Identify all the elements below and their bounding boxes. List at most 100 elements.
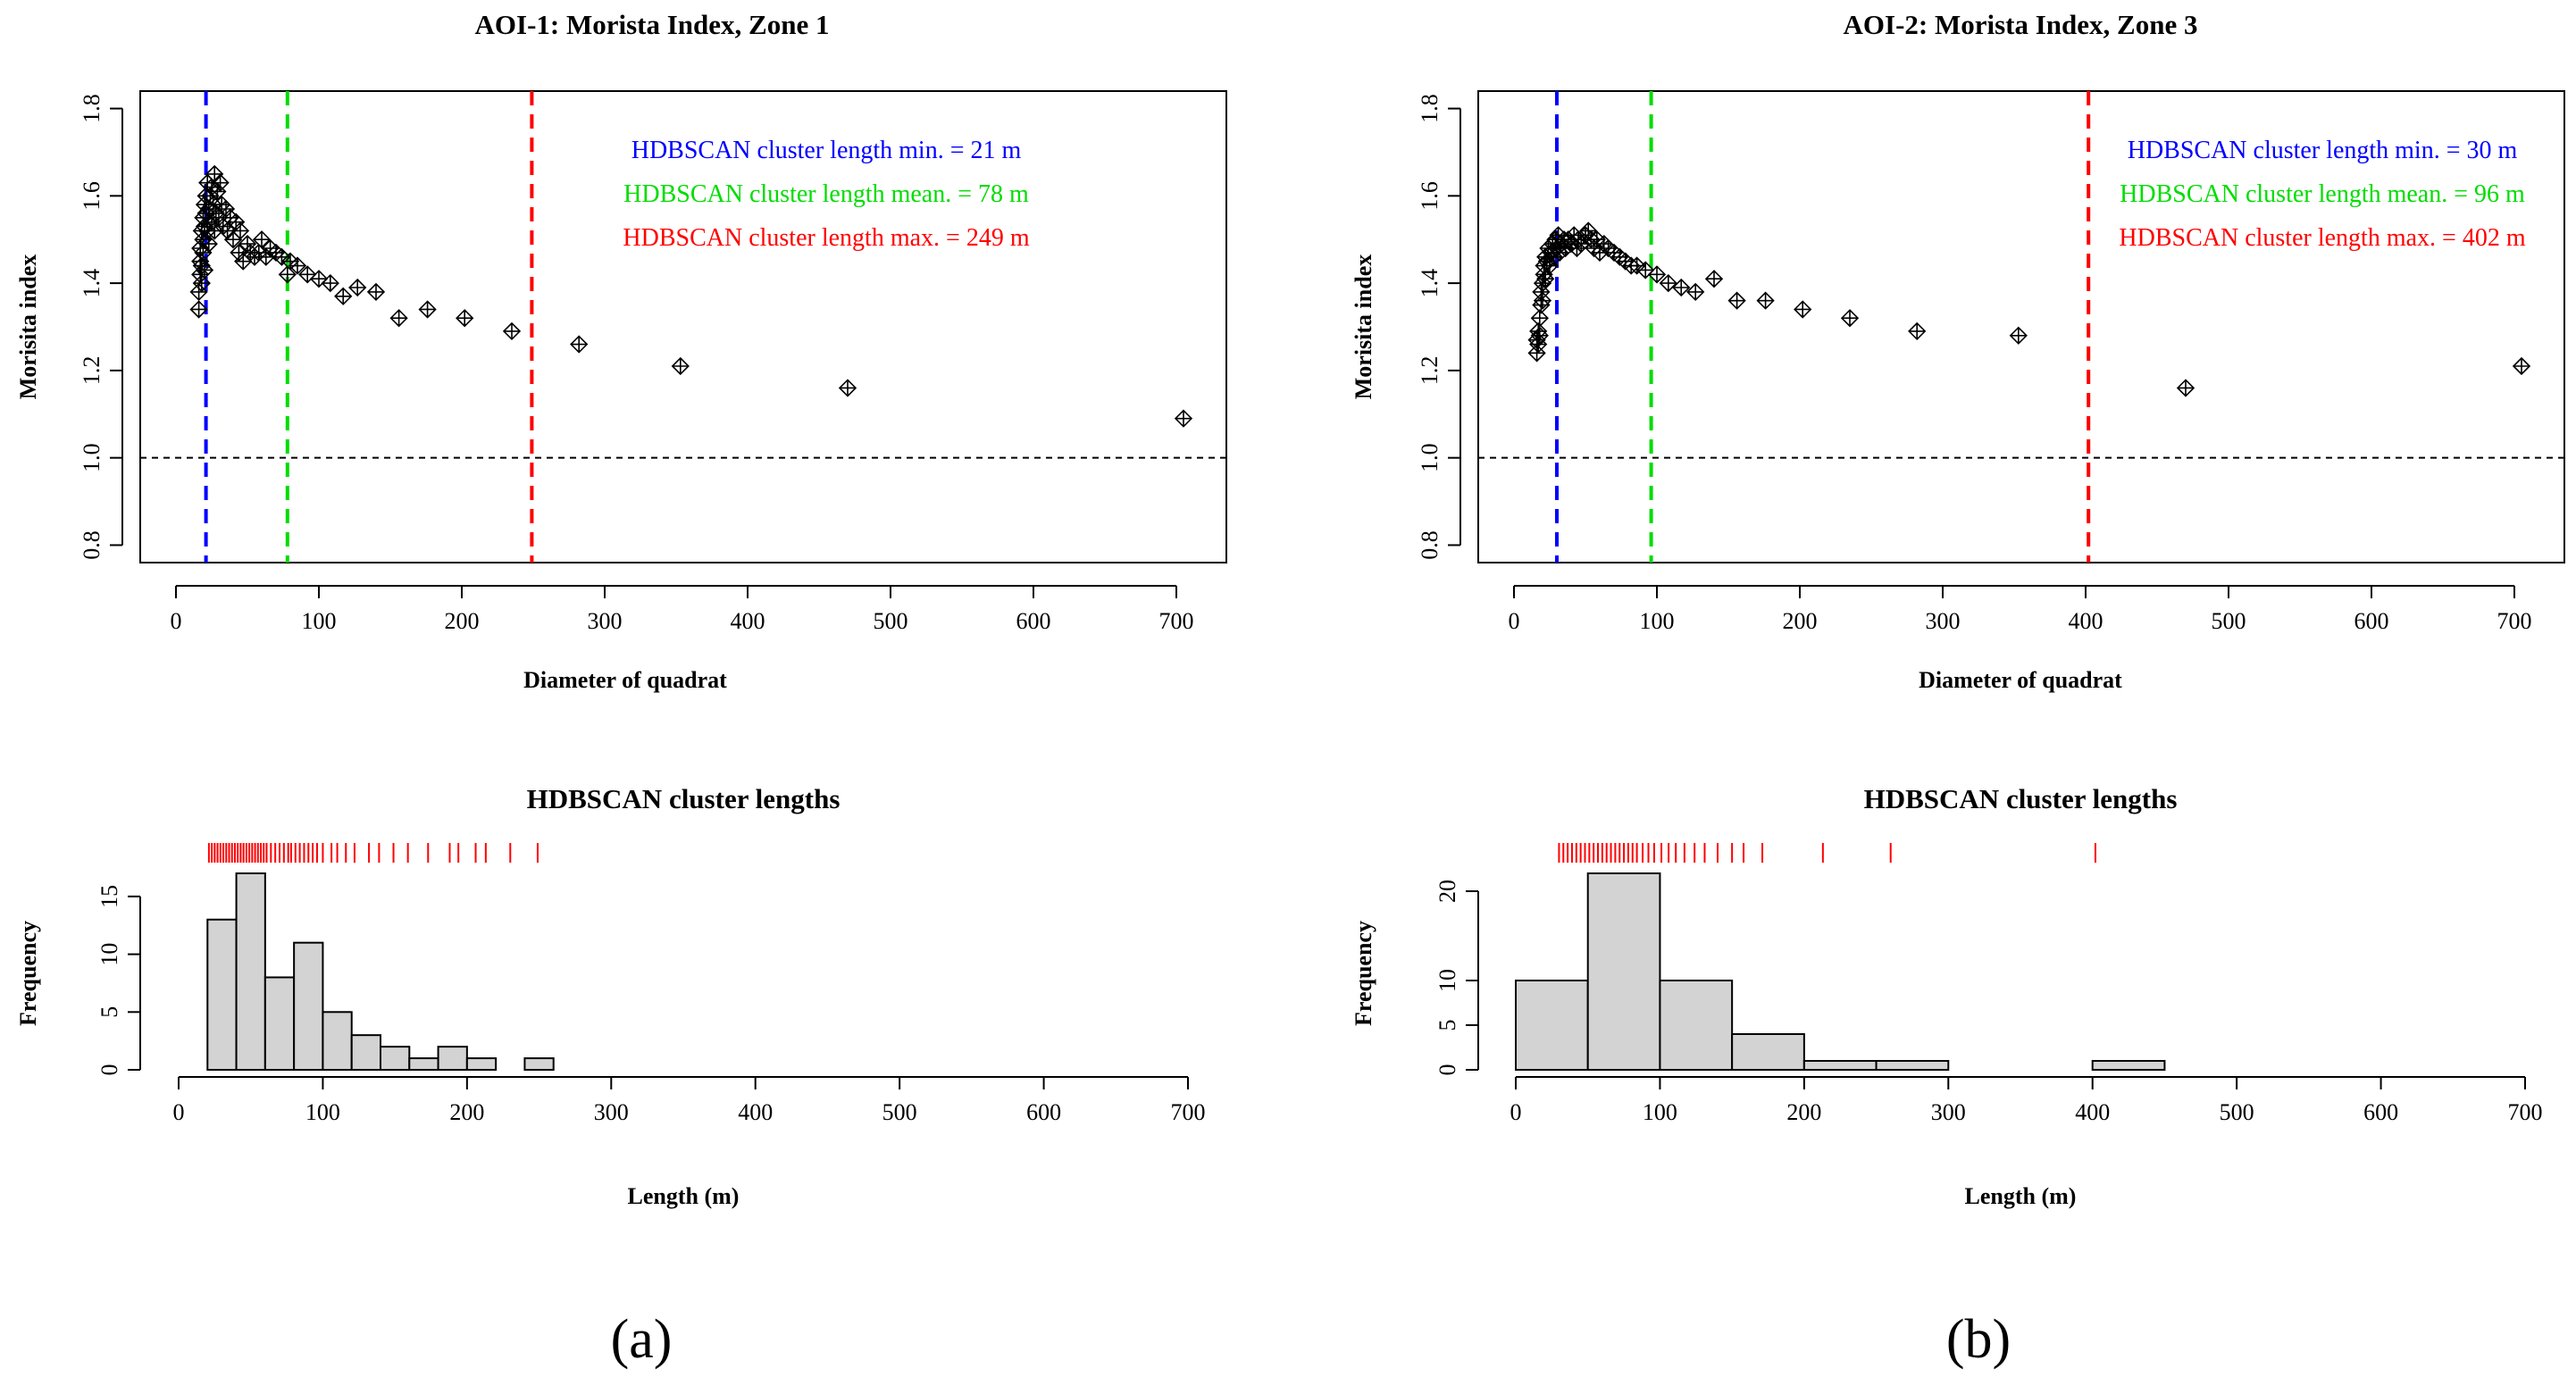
- point-marker: [366, 282, 386, 302]
- point-marker: [1794, 300, 1812, 319]
- x-tick-label: 700: [1171, 1099, 1206, 1125]
- data-point: [418, 300, 437, 319]
- x-tick-label: 200: [445, 608, 480, 634]
- x-tick-label: 100: [1640, 608, 1675, 634]
- point-marker: [838, 379, 857, 397]
- annotation-a-max: HDBSCAN cluster length max. = 249 m: [623, 224, 1029, 252]
- histogram-bar: [2091, 1060, 2166, 1071]
- data-point: [189, 300, 208, 319]
- point-marker: [199, 234, 218, 254]
- point-marker: [1756, 291, 1775, 310]
- x-tick-label: 400: [738, 1099, 773, 1125]
- hist-b-rug: [1558, 843, 2096, 863]
- scatter-b-annotations: HDBSCAN cluster length min. = 30 m HDBSC…: [2119, 137, 2525, 252]
- point-marker: [321, 273, 339, 293]
- hist-b-xlabel: Length (m): [1965, 1183, 2077, 1209]
- y-tick-label: 1.8: [79, 94, 105, 123]
- data-point: [298, 265, 317, 284]
- data-point: [389, 309, 408, 328]
- data-point: [1647, 265, 1667, 284]
- histogram-bar: [293, 941, 324, 1072]
- y-tick-label: 1.2: [79, 356, 105, 386]
- data-point: [2009, 326, 2028, 345]
- data-point: [838, 379, 857, 397]
- histogram-bar: [235, 872, 266, 1071]
- hist-a-ylabel: Frequency: [15, 921, 41, 1026]
- point-marker: [1636, 261, 1655, 280]
- x-tick-label: 300: [1931, 1099, 1966, 1125]
- x-tick-label: 500: [882, 1099, 917, 1125]
- y-tick-label: 5: [1434, 1020, 1460, 1031]
- scatter-b-xlabel: Diameter of quadrat: [1919, 667, 2122, 693]
- x-tick-label: 700: [2497, 608, 2532, 634]
- data-point: [1530, 309, 1549, 328]
- point-marker: [195, 261, 214, 280]
- scatter-b-vlines: [1555, 91, 2091, 563]
- y-tick-label: 20: [1434, 880, 1460, 903]
- x-tick-label: 500: [874, 608, 908, 634]
- hist-a-xlabel: Length (m): [628, 1183, 740, 1209]
- scatter-a-title: AOI-1: Morista Index, Zone 1: [475, 9, 830, 40]
- histogram-bar: [263, 976, 296, 1071]
- y-tick-label: 15: [96, 885, 122, 908]
- scatter-a-vlines: [204, 91, 534, 563]
- data-point: [1686, 282, 1705, 302]
- point-marker: [1174, 409, 1193, 428]
- point-marker: [252, 230, 272, 249]
- point-marker: [2512, 356, 2531, 376]
- hist-b-y-axis: 0 5 10 20: [1434, 880, 1479, 1076]
- data-point: [1659, 273, 1677, 293]
- point-marker: [1672, 278, 1691, 297]
- y-tick-label: 0: [96, 1064, 122, 1076]
- annotation-b-min: HDBSCAN cluster length min. = 30 m: [2128, 137, 2518, 164]
- histogram-bar: [1875, 1060, 1950, 1071]
- x-tick-label: 200: [1786, 1099, 1821, 1125]
- x-tick-label: 600: [1016, 608, 1051, 634]
- point-marker: [1530, 326, 1549, 345]
- point-marker: [189, 300, 208, 319]
- annotation-b-max: HDBSCAN cluster length max. = 402 m: [2119, 224, 2525, 252]
- data-point: [1756, 291, 1775, 310]
- x-tick-label: 300: [588, 608, 623, 634]
- y-tick-label: 1.0: [79, 443, 105, 472]
- hist-a-y-axis: 0 5 10 15: [96, 885, 141, 1076]
- data-point: [230, 221, 250, 240]
- histogram-bar: [1515, 980, 1589, 1071]
- histogram-bar: [1731, 1033, 1805, 1071]
- panel-b-label: (b): [1946, 1309, 2011, 1370]
- hist-a-title: HDBSCAN cluster lengths: [527, 783, 841, 814]
- point-marker: [1686, 282, 1705, 302]
- data-point: [1704, 270, 1724, 288]
- data-point: [309, 270, 329, 288]
- scatter-a-points: [189, 164, 1193, 428]
- x-tick-label: 400: [2075, 1099, 2110, 1125]
- y-tick-label: 1.6: [79, 181, 105, 211]
- data-point: [321, 273, 339, 293]
- y-tick-label: 10: [1434, 969, 1460, 992]
- x-tick-label: 500: [2212, 608, 2246, 634]
- data-point: [278, 265, 297, 284]
- x-tick-label: 200: [449, 1099, 484, 1125]
- panel-a-label: (a): [611, 1309, 673, 1370]
- point-marker: [230, 221, 250, 240]
- point-marker: [2176, 379, 2195, 397]
- annotation-a-min: HDBSCAN cluster length min. = 21 m: [631, 137, 1022, 164]
- data-point: [570, 335, 589, 354]
- scatter-a-frame: [139, 90, 1227, 563]
- scatter-b-ylabel: Morisita index: [1351, 255, 1376, 400]
- point-marker: [309, 270, 329, 288]
- data-point: [1174, 409, 1193, 428]
- histogram-bar: [465, 1057, 498, 1072]
- histogram-bar: [322, 1011, 353, 1071]
- hist-b-ylabel: Frequency: [1351, 921, 1376, 1026]
- y-tick-label: 1.4: [79, 269, 105, 298]
- point-marker: [418, 300, 437, 319]
- x-tick-label: 400: [731, 608, 765, 634]
- point-marker: [192, 273, 211, 293]
- scatter-a-ylabel: Morisita index: [15, 255, 41, 400]
- data-point: [671, 356, 690, 376]
- point-marker: [1647, 265, 1667, 284]
- x-tick-label: 300: [594, 1099, 629, 1125]
- data-point: [211, 173, 230, 192]
